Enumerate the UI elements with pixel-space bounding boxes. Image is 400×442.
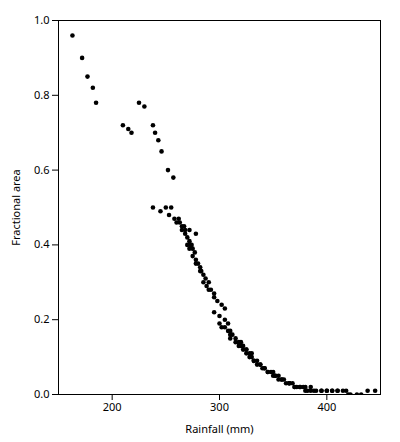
- svg-text:0.2: 0.2: [34, 311, 50, 326]
- svg-text:0.4: 0.4: [34, 236, 50, 251]
- svg-text:Rainfall (mm): Rainfall (mm): [185, 421, 253, 436]
- svg-text:300: 300: [210, 399, 229, 414]
- svg-text:0.0: 0.0: [34, 386, 50, 401]
- svg-text:0.6: 0.6: [34, 162, 50, 177]
- svg-text:400: 400: [317, 399, 336, 414]
- svg-text:1.0: 1.0: [34, 12, 50, 27]
- svg-text:0.8: 0.8: [34, 87, 50, 102]
- svg-text:Fractional area: Fractional area: [8, 169, 23, 245]
- svg-text:200: 200: [103, 399, 122, 414]
